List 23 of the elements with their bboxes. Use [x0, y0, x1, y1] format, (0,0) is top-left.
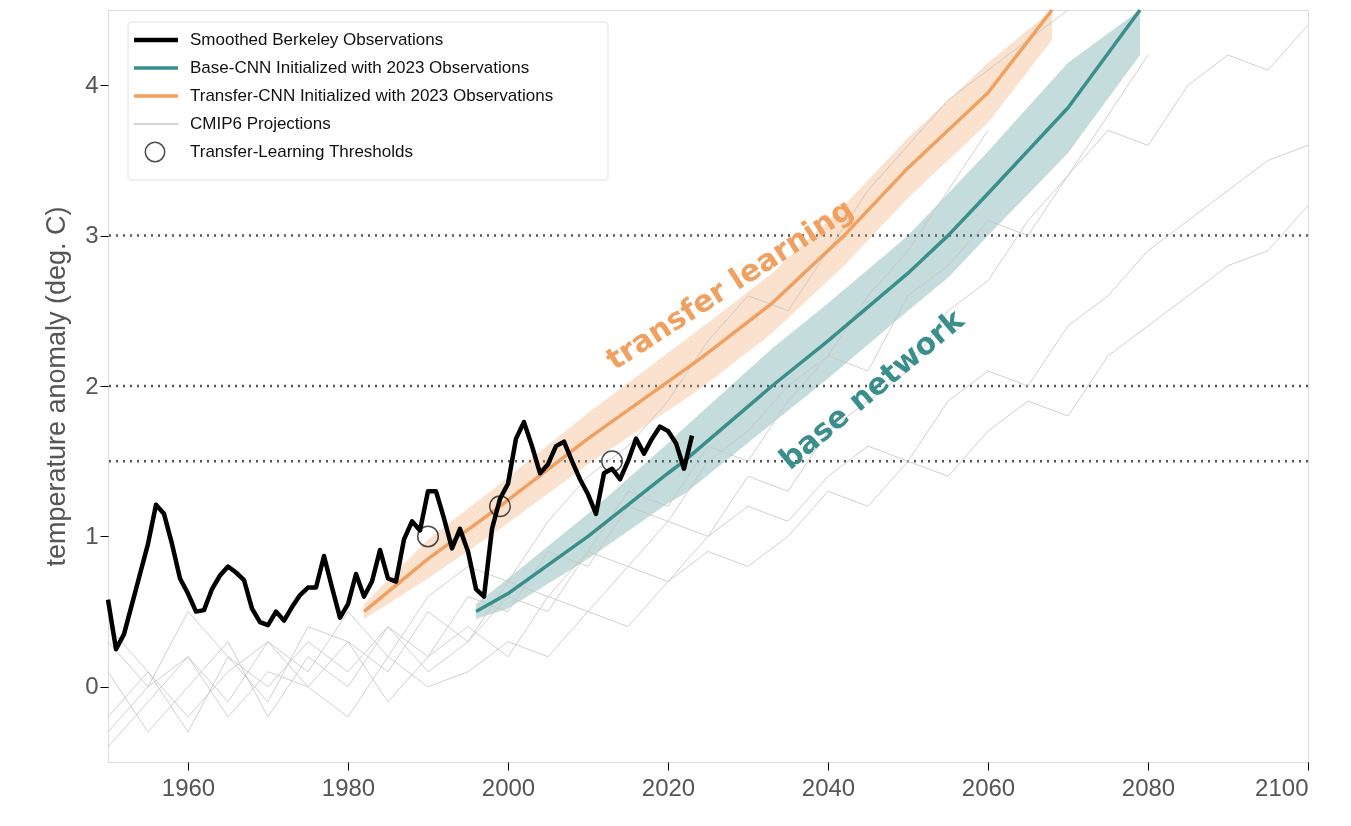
line-series [105, 419, 695, 652]
x-tick-label: 2060 [961, 773, 1016, 801]
legend-label: Transfer-Learning Thresholds [190, 142, 414, 161]
x-tick-label: 1960 [161, 773, 216, 801]
y-tick-label: 3 [85, 221, 99, 249]
legend-label: Smoothed Berkeley Observations [190, 30, 444, 49]
y-tick-label: 4 [85, 70, 99, 98]
y-tick-label: 2 [85, 371, 99, 399]
x-tick-label: 2000 [481, 773, 536, 801]
x-tick-label: 2080 [1121, 773, 1176, 801]
legend-label: Transfer-CNN Initialized with 2023 Observations [190, 86, 554, 105]
y-tick-label: 1 [85, 521, 99, 549]
x-tick-label: 2020 [641, 773, 696, 801]
x-tick-label: 2100 [1255, 773, 1309, 801]
y-axis-title: temperature anomaly (deg. C) [41, 206, 72, 567]
legend-label: CMIP6 Projections [190, 114, 331, 133]
point [489, 495, 511, 518]
point [417, 525, 439, 548]
x-tick-label: 1980 [321, 773, 376, 801]
y-tick-label: 0 [85, 672, 99, 700]
point [601, 450, 623, 473]
x-tick-label: 2040 [801, 773, 856, 801]
legend-label: Base-CNN Initialized with 2023 Observations [190, 58, 530, 77]
